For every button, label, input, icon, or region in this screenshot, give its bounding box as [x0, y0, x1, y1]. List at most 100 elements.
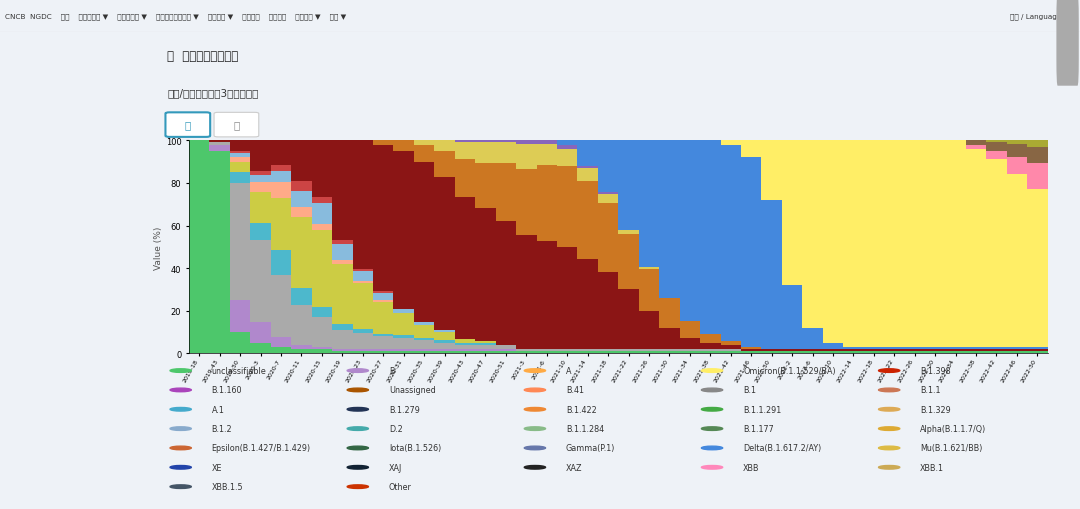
Bar	[700, 343, 720, 350]
Bar	[1007, 175, 1027, 348]
Circle shape	[878, 466, 900, 469]
Bar	[333, 141, 352, 240]
Bar	[598, 203, 618, 272]
Bar	[720, 345, 741, 350]
Bar	[966, 352, 986, 354]
Bar	[618, 231, 638, 235]
Text: Gamma(P.1): Gamma(P.1)	[566, 443, 616, 453]
Text: B.1.398: B.1.398	[920, 366, 950, 375]
Bar	[557, 352, 578, 354]
Circle shape	[878, 427, 900, 431]
Bar	[373, 352, 393, 354]
Text: Iota(B.1.526): Iota(B.1.526)	[389, 443, 441, 453]
Bar	[189, 141, 210, 354]
Bar	[700, 141, 720, 334]
Bar	[700, 352, 720, 354]
Bar	[352, 141, 373, 269]
Bar	[312, 230, 333, 307]
Bar	[271, 199, 292, 250]
Bar	[496, 143, 516, 164]
Bar	[885, 350, 904, 352]
Bar	[618, 352, 638, 354]
Bar	[659, 328, 679, 350]
Text: B.1: B.1	[743, 386, 756, 394]
Bar	[966, 145, 986, 150]
Text: 语言 / Language ▼: 语言 / Language ▼	[1010, 13, 1069, 20]
Bar	[945, 350, 966, 352]
Bar	[924, 350, 945, 352]
Bar	[823, 350, 843, 352]
Bar	[312, 141, 333, 197]
Circle shape	[170, 446, 191, 450]
Bar	[924, 352, 945, 354]
Circle shape	[701, 466, 723, 469]
Circle shape	[347, 446, 368, 450]
Bar	[475, 141, 496, 143]
Circle shape	[170, 466, 191, 469]
Bar	[230, 184, 251, 300]
Bar	[782, 141, 802, 286]
Text: B.1.1: B.1.1	[920, 386, 941, 394]
Text: Alpha(B.1.1.7/Q): Alpha(B.1.1.7/Q)	[920, 425, 986, 433]
Text: Mu(B.1.621/BB): Mu(B.1.621/BB)	[920, 443, 983, 453]
Bar	[782, 286, 802, 350]
Circle shape	[701, 408, 723, 411]
Bar	[496, 352, 516, 354]
Bar	[333, 240, 352, 244]
Circle shape	[170, 408, 191, 411]
Bar	[557, 141, 578, 145]
Bar	[557, 166, 578, 247]
Circle shape	[878, 369, 900, 373]
Bar	[414, 338, 434, 341]
Bar	[516, 170, 537, 236]
Bar	[659, 352, 679, 354]
Bar	[292, 208, 312, 218]
Bar	[271, 275, 292, 337]
Bar	[720, 145, 741, 341]
Circle shape	[347, 388, 368, 392]
Bar	[373, 300, 393, 302]
Text: XE: XE	[212, 463, 222, 472]
Text: D.2: D.2	[389, 425, 403, 433]
Bar	[352, 281, 373, 284]
Circle shape	[701, 427, 723, 431]
Bar	[373, 350, 393, 352]
Bar	[864, 347, 885, 350]
Bar	[333, 260, 352, 264]
Text: Other: Other	[389, 482, 411, 491]
Bar	[333, 244, 352, 260]
Bar	[720, 352, 741, 354]
Bar	[659, 298, 679, 328]
Bar	[455, 160, 475, 197]
Bar	[557, 145, 578, 150]
Bar	[823, 141, 843, 343]
Bar	[516, 141, 537, 145]
FancyBboxPatch shape	[165, 113, 211, 137]
Bar	[373, 141, 393, 145]
Bar	[924, 141, 945, 347]
Bar	[434, 341, 455, 343]
Bar	[986, 347, 1007, 350]
Bar	[251, 176, 271, 182]
Bar	[1027, 147, 1048, 164]
Bar	[557, 247, 578, 350]
Text: A: A	[566, 366, 571, 375]
Bar	[761, 141, 782, 201]
Circle shape	[170, 427, 191, 431]
Bar	[598, 352, 618, 354]
Bar	[986, 141, 1007, 143]
Bar	[618, 235, 638, 290]
Bar	[966, 141, 986, 145]
Bar	[271, 182, 292, 199]
Bar	[1027, 348, 1048, 350]
Bar	[496, 350, 516, 352]
Bar	[557, 350, 578, 352]
Bar	[373, 334, 393, 336]
Bar	[333, 324, 352, 330]
Bar	[679, 141, 700, 322]
Bar	[537, 141, 557, 145]
Bar	[598, 192, 618, 195]
Bar	[210, 143, 230, 145]
Bar	[393, 352, 414, 354]
Bar	[578, 141, 598, 167]
